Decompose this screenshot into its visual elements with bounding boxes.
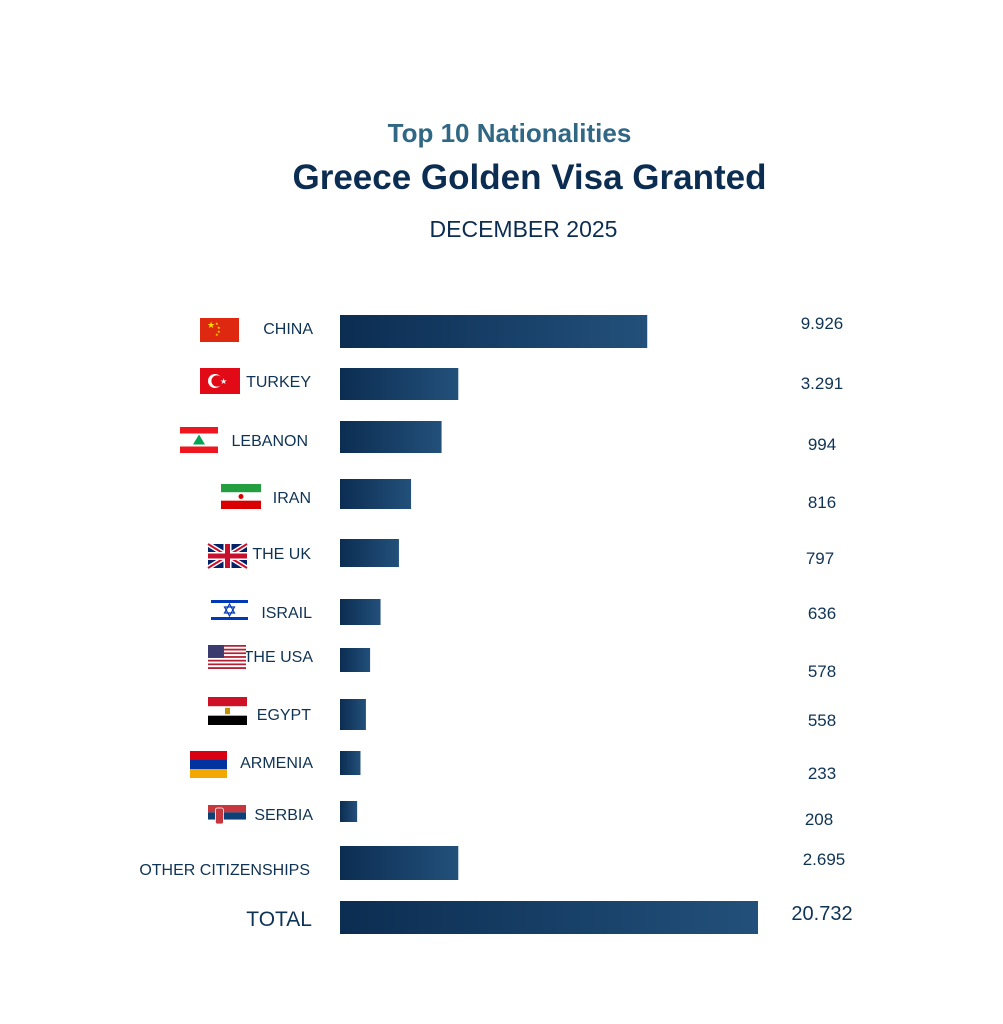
bar-the-uk — [340, 539, 399, 567]
category-label-the-uk: THE UK — [252, 546, 311, 563]
value-label-china: 9.926 — [801, 314, 844, 333]
serbia-flag-icon — [208, 805, 246, 827]
svg-text:★: ★ — [215, 332, 219, 337]
category-label-iran: IRAN — [273, 490, 311, 507]
bar-israil — [340, 599, 381, 625]
bar-armenia — [340, 751, 361, 775]
svg-text:★: ★ — [220, 377, 227, 386]
value-label-israil: 636 — [808, 604, 836, 623]
value-label-total: 20.732 — [791, 903, 852, 925]
israel-flag-icon — [211, 598, 248, 622]
egypt-flag-icon — [208, 697, 247, 725]
bar-total — [340, 901, 758, 934]
value-label-serbia: 208 — [805, 810, 833, 829]
armenia-flag-icon — [190, 751, 227, 778]
value-label-iran: 816 — [808, 493, 836, 512]
bar-turkey — [340, 368, 459, 400]
bar-iran — [340, 479, 412, 509]
category-label-total: TOTAL — [246, 908, 312, 931]
bar-serbia — [340, 801, 358, 822]
category-label-armenia: ARMENIA — [240, 755, 313, 772]
svg-text:★: ★ — [215, 321, 219, 326]
value-label-armenia: 233 — [808, 764, 836, 783]
bar-lebanon — [340, 421, 442, 453]
svg-text:★: ★ — [217, 325, 221, 330]
iran-flag-icon — [221, 484, 261, 509]
category-label-egypt: EGYPT — [257, 707, 311, 724]
bar-other-citizenships — [340, 846, 459, 880]
category-label-other-citizenships: OTHER CITIZENSHIPS — [139, 862, 310, 879]
value-label-turkey: 3.291 — [801, 374, 844, 393]
bar-egypt — [340, 699, 366, 730]
category-label-china: CHINA — [263, 321, 313, 338]
lebanon-flag-icon — [180, 427, 218, 453]
turkey-flag-icon: ★ — [200, 368, 240, 394]
value-label-lebanon: 994 — [808, 435, 836, 454]
category-label-serbia: SERBIA — [254, 807, 313, 824]
value-label-egypt: 558 — [808, 711, 836, 730]
category-label-turkey: TURKEY — [246, 374, 311, 391]
svg-text:★: ★ — [217, 329, 221, 334]
bar-the-usa — [340, 648, 371, 672]
china-flag-icon: ★ ★★★★ — [200, 318, 239, 342]
category-label-lebanon: LEBANON — [232, 433, 308, 450]
category-label-israil: ISRAIL — [261, 605, 312, 622]
value-label-the-usa: 578 — [808, 662, 836, 681]
chart-title: Greece Golden Visa Granted — [292, 158, 767, 197]
uk-flag-icon — [206, 541, 249, 571]
svg-text:★: ★ — [207, 320, 215, 330]
value-label-the-uk: 797 — [806, 549, 834, 568]
value-label-other-citizenships: 2.695 — [803, 850, 846, 869]
usa-flag-icon — [208, 645, 246, 669]
category-label-the-usa: THE USA — [244, 649, 314, 666]
chart-subtitle: Top 10 Nationalities — [387, 118, 632, 148]
bar-china — [340, 315, 648, 348]
chart-period: DECEMBER 2025 — [429, 216, 618, 242]
